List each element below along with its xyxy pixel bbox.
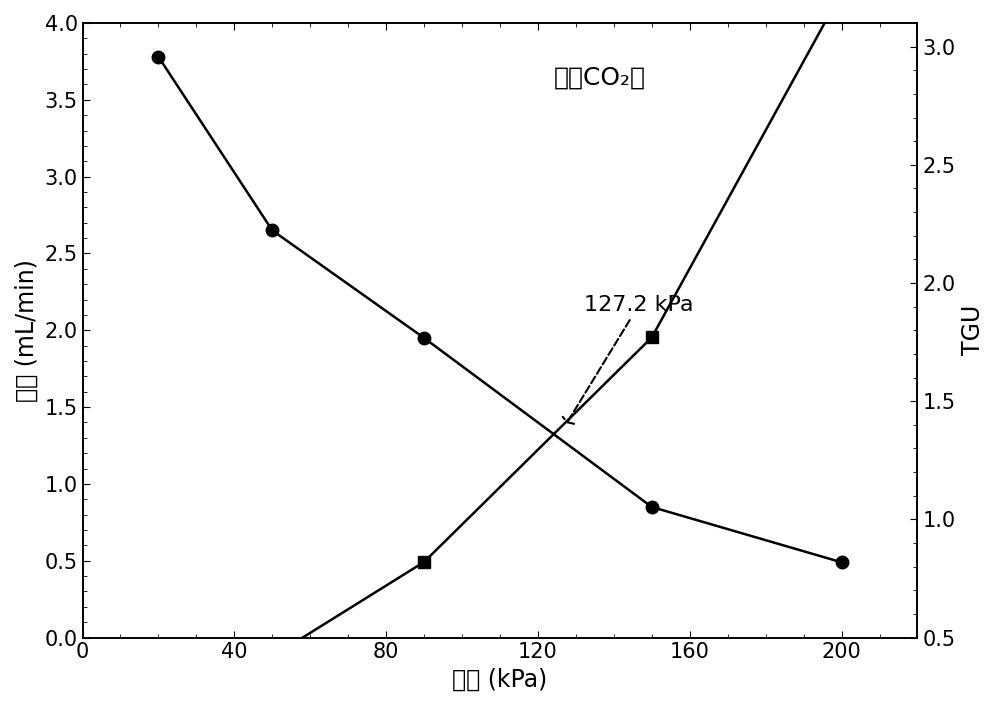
X-axis label: 压力 (kPa): 压力 (kPa) <box>452 668 548 692</box>
Y-axis label: TGU: TGU <box>961 305 985 356</box>
Y-axis label: 流速 (mL/min): 流速 (mL/min) <box>15 259 39 402</box>
Text: 通入CO₂后: 通入CO₂后 <box>554 66 646 90</box>
Text: 127.2 kPa: 127.2 kPa <box>563 295 694 423</box>
